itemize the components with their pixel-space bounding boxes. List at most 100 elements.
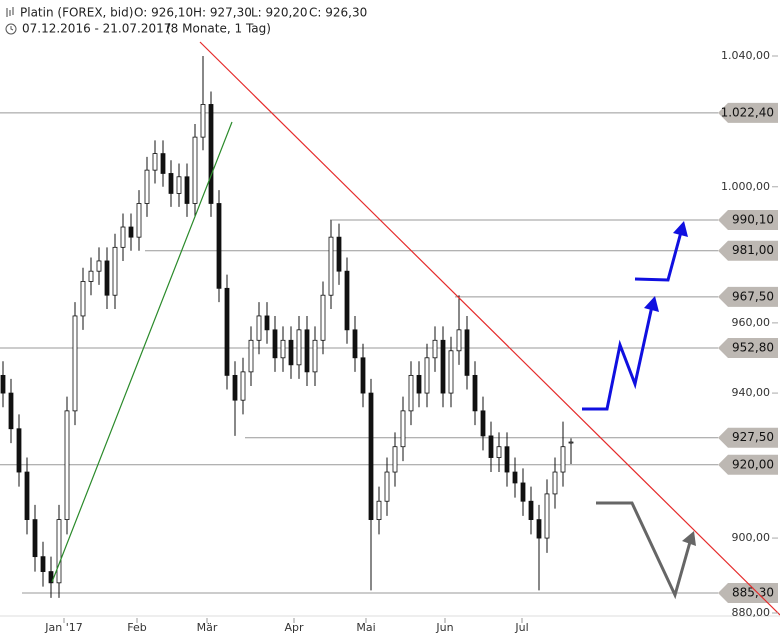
arrowhead	[682, 531, 696, 546]
candle-body	[536, 519, 542, 539]
y-tick-label: 1.000,00	[721, 180, 770, 193]
ohlc-open: O: 926,10	[134, 6, 193, 20]
candle-body	[96, 260, 102, 272]
candle-body	[240, 371, 246, 401]
candle-body	[416, 374, 422, 394]
candle-body	[256, 315, 262, 341]
clock-icon	[5, 23, 17, 35]
candle-body	[296, 329, 302, 366]
candle-body	[312, 339, 318, 373]
level-tag	[718, 102, 778, 123]
candle-body	[200, 104, 206, 138]
candle-body	[352, 329, 358, 359]
header: Platin (FOREX, bid) O: 926,10 H: 927,30 …	[5, 6, 367, 36]
forecast-down	[596, 501, 692, 600]
candle-body	[408, 374, 414, 412]
level-label: 967,50	[732, 289, 774, 303]
x-tick-label: Mai	[356, 621, 375, 634]
y-tick-label: 900,00	[732, 531, 771, 544]
support-line	[51, 121, 233, 583]
chart-title: Platin (FOREX, bid)	[20, 6, 133, 20]
candle-body	[104, 260, 110, 296]
candle-body	[48, 571, 54, 584]
level-label: 927,50	[732, 430, 774, 444]
level-label: 920,00	[732, 457, 774, 471]
level-label: 981,00	[732, 243, 774, 257]
candle-body	[472, 374, 478, 412]
candle-body	[128, 226, 134, 238]
candle-body	[248, 339, 254, 373]
candle-body	[40, 556, 46, 572]
candle-body	[56, 519, 62, 584]
candle-body	[208, 104, 214, 204]
forecast-up-2	[634, 231, 683, 282]
candle-body	[336, 236, 342, 272]
candle-body	[376, 500, 382, 520]
y-tick-label: 1.040,00	[721, 49, 770, 62]
candle-body	[448, 350, 454, 394]
candle-body	[152, 153, 158, 171]
forecast-up-1	[582, 305, 654, 411]
candle-body	[304, 329, 310, 373]
candle-body	[392, 446, 398, 473]
candle-body	[80, 281, 86, 317]
candle-body	[176, 176, 182, 194]
candle-body	[0, 374, 6, 394]
ohlc-low: L: 920,20	[251, 6, 308, 20]
candle-body	[432, 339, 438, 359]
candle-body	[552, 471, 558, 495]
candle-body	[560, 446, 566, 473]
level-tag	[718, 337, 778, 358]
clock-hands	[10, 26, 14, 31]
y-tick-label: 960,00	[732, 316, 771, 329]
candle-body	[360, 357, 366, 394]
bar-icon	[6, 7, 14, 17]
candle-body	[224, 287, 230, 376]
candle-body	[232, 374, 238, 401]
candle-body	[88, 270, 94, 282]
x-tick-label: Feb	[127, 621, 146, 634]
candle-body	[368, 392, 374, 520]
candle-body	[464, 329, 470, 376]
candle-body	[424, 357, 430, 394]
y-tick-label: 940,00	[732, 386, 771, 399]
candle-body	[24, 471, 30, 520]
candle-body	[328, 236, 334, 296]
candle-body	[504, 446, 510, 473]
candle-body	[384, 471, 390, 502]
level-tag	[718, 240, 778, 261]
candle-body	[192, 136, 198, 204]
candle-body	[184, 176, 190, 204]
candle-body	[520, 482, 526, 502]
level-label: 990,10	[732, 212, 774, 226]
period: (8 Monate, 1 Tag)	[166, 22, 271, 36]
y-tick-label: 880,00	[732, 606, 771, 619]
candle-body	[320, 294, 326, 341]
candle-body	[64, 410, 70, 520]
candle-body	[528, 500, 534, 520]
level-tag	[718, 454, 778, 475]
candle-body	[136, 203, 142, 238]
candle-body	[480, 410, 486, 437]
candle-body	[112, 246, 118, 296]
candle-body	[496, 446, 502, 458]
candle-body	[8, 392, 14, 430]
candle-body	[32, 519, 38, 558]
candle-body	[440, 339, 446, 394]
drawings	[51, 41, 780, 616]
candle-body	[288, 339, 294, 366]
level-tag	[718, 427, 778, 448]
candle-body	[456, 329, 462, 352]
arrowhead	[644, 296, 659, 312]
level-tag	[718, 209, 778, 230]
x-tick-label: Apr	[284, 621, 304, 634]
candle-body	[160, 153, 166, 174]
ohlc-close: C: 926,30	[309, 6, 367, 20]
candle-body	[512, 471, 518, 484]
candle-body	[144, 169, 150, 204]
x-tick-label: Jul	[514, 621, 528, 634]
candle-body	[568, 441, 574, 444]
date-range: 07.12.2016 - 21.07.2017	[22, 22, 171, 36]
arrowhead	[673, 221, 688, 237]
